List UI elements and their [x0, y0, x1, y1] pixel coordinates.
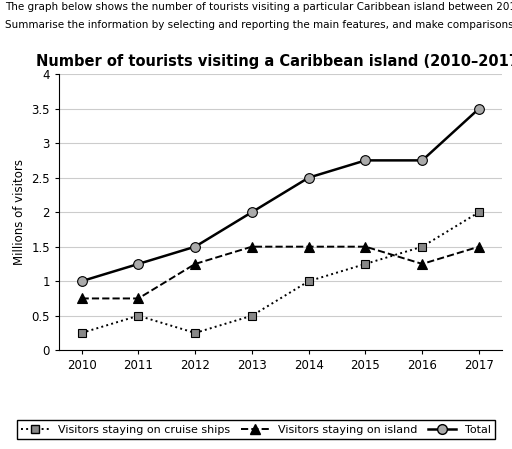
Legend: Visitors staying on cruise ships, Visitors staying on island, Total: Visitors staying on cruise ships, Visito… — [17, 420, 495, 439]
Text: The graph below shows the number of tourists visiting a particular Caribbean isl: The graph below shows the number of tour… — [5, 2, 512, 12]
Title: Number of tourists visiting a Caribbean island (2010–2017): Number of tourists visiting a Caribbean … — [35, 54, 512, 69]
Y-axis label: Millions of visitors: Millions of visitors — [13, 159, 26, 265]
Text: Summarise the information by selecting and reporting the main features, and make: Summarise the information by selecting a… — [5, 20, 512, 30]
